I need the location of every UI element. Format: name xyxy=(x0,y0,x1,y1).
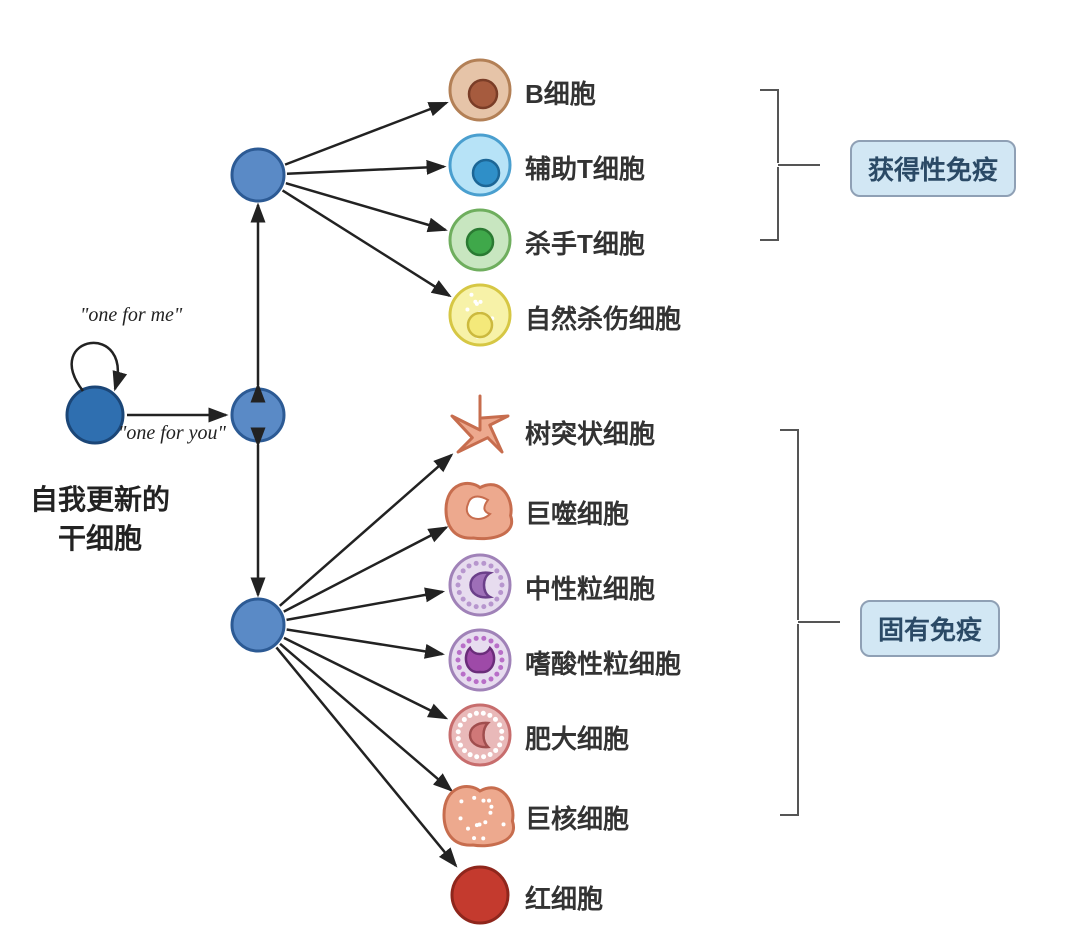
rbc-label: 红细胞 xyxy=(525,879,603,916)
eosinophil-label: 嗜酸性粒细胞 xyxy=(525,644,681,681)
innate-immunity-box: 固有免疫 xyxy=(860,600,1000,657)
b-cell-label: B细胞 xyxy=(525,74,596,111)
macrophage-label: 巨噬细胞 xyxy=(525,494,629,531)
stem-cell-label: 自我更新的干细胞 xyxy=(20,480,180,558)
killer-t-label: 杀手T细胞 xyxy=(525,224,645,261)
mast-label: 肥大细胞 xyxy=(525,719,629,756)
loop-top-label: "one for me" xyxy=(80,304,182,327)
neutrophil-label: 中性粒细胞 xyxy=(525,569,655,606)
helper-t-label: 辅助T细胞 xyxy=(525,149,645,186)
nk-cell-label: 自然杀伤细胞 xyxy=(525,299,681,336)
loop-bottom-label: "one for you" xyxy=(118,422,226,445)
dendritic-label: 树突状细胞 xyxy=(525,414,655,451)
adaptive-immunity-box: 获得性免疫 xyxy=(850,140,1016,197)
megakaryocyte-label: 巨核细胞 xyxy=(525,799,629,836)
